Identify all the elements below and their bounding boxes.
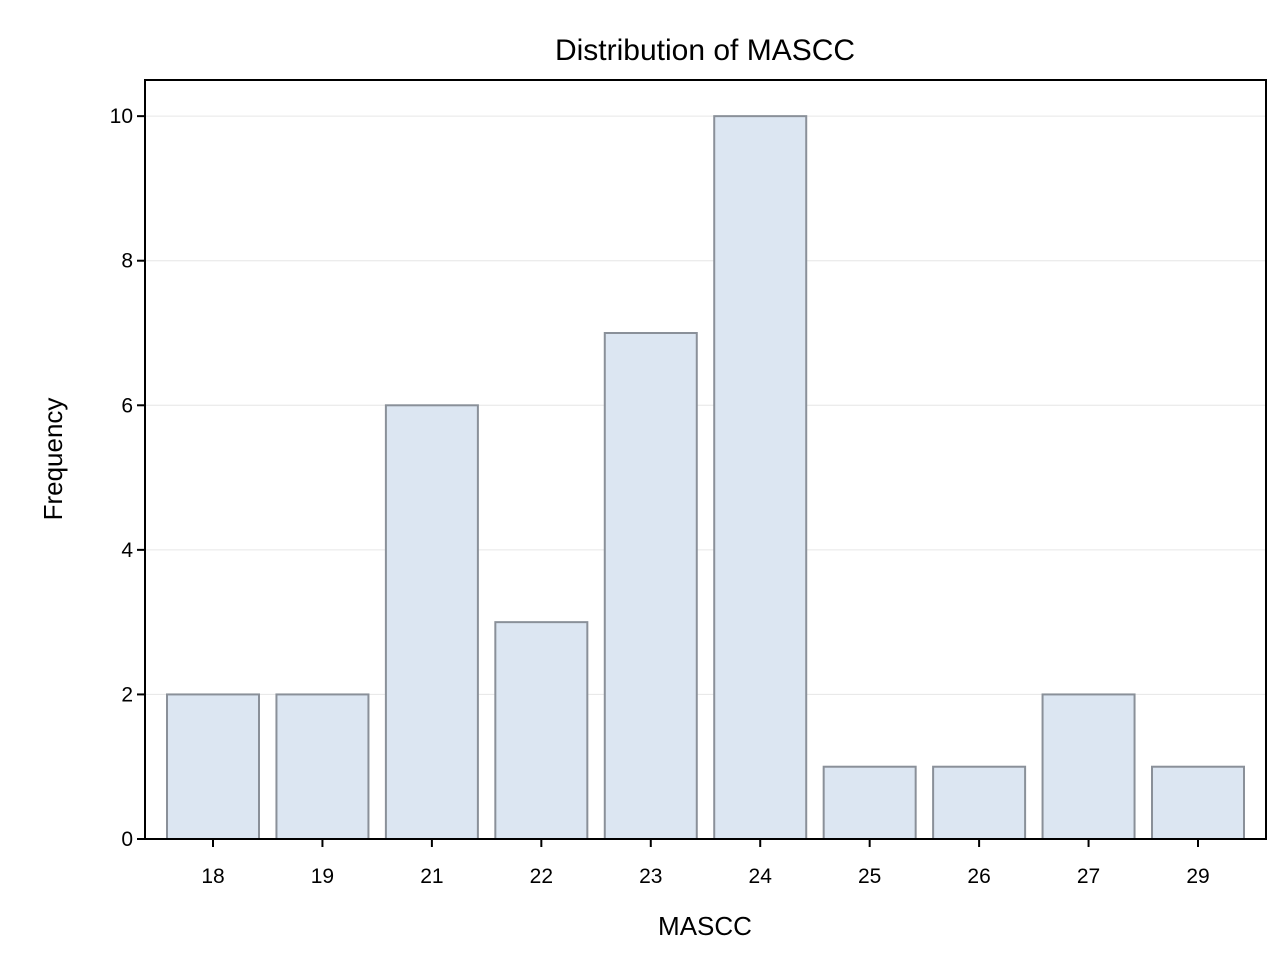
chart-title: Distribution of MASCC bbox=[555, 34, 855, 67]
x-tick-label: 25 bbox=[858, 865, 881, 888]
x-axis-ticks: 18 19 21 22 23 24 25 26 27 29 bbox=[201, 839, 1210, 888]
bar bbox=[275, 693, 370, 841]
gridlines bbox=[145, 115, 1266, 695]
bar bbox=[384, 404, 479, 840]
bar bbox=[713, 115, 808, 840]
x-tick-label: 22 bbox=[530, 865, 553, 888]
x-tick-label: 23 bbox=[639, 865, 662, 888]
bar bbox=[603, 332, 698, 840]
x-tick-label: 29 bbox=[1186, 865, 1209, 888]
x-tick-label: 21 bbox=[420, 865, 443, 888]
y-tick-label: 4 bbox=[121, 539, 133, 562]
y-axis-ticks: 0 2 4 6 8 10 bbox=[110, 105, 145, 851]
y-tick-label: 0 bbox=[121, 828, 133, 851]
x-tick-label: 18 bbox=[201, 865, 224, 888]
y-tick-label: 8 bbox=[121, 250, 133, 273]
bars bbox=[166, 115, 1245, 841]
bar bbox=[494, 621, 589, 841]
bar bbox=[932, 765, 1027, 841]
x-axis-label: MASCC bbox=[658, 911, 752, 941]
bar bbox=[1151, 765, 1245, 841]
y-axis-label: Frequency bbox=[38, 398, 68, 521]
y-tick-label: 10 bbox=[110, 105, 133, 128]
x-tick-label: 19 bbox=[311, 865, 334, 888]
x-tick-label: 26 bbox=[967, 865, 990, 888]
bar bbox=[1041, 693, 1136, 841]
plot-frame bbox=[144, 79, 1267, 840]
x-tick-label: 27 bbox=[1077, 865, 1100, 888]
y-tick-label: 2 bbox=[121, 683, 133, 706]
y-tick-label: 6 bbox=[121, 394, 133, 417]
bar bbox=[822, 765, 917, 841]
bar bbox=[166, 693, 260, 841]
x-tick-label: 24 bbox=[749, 865, 773, 888]
